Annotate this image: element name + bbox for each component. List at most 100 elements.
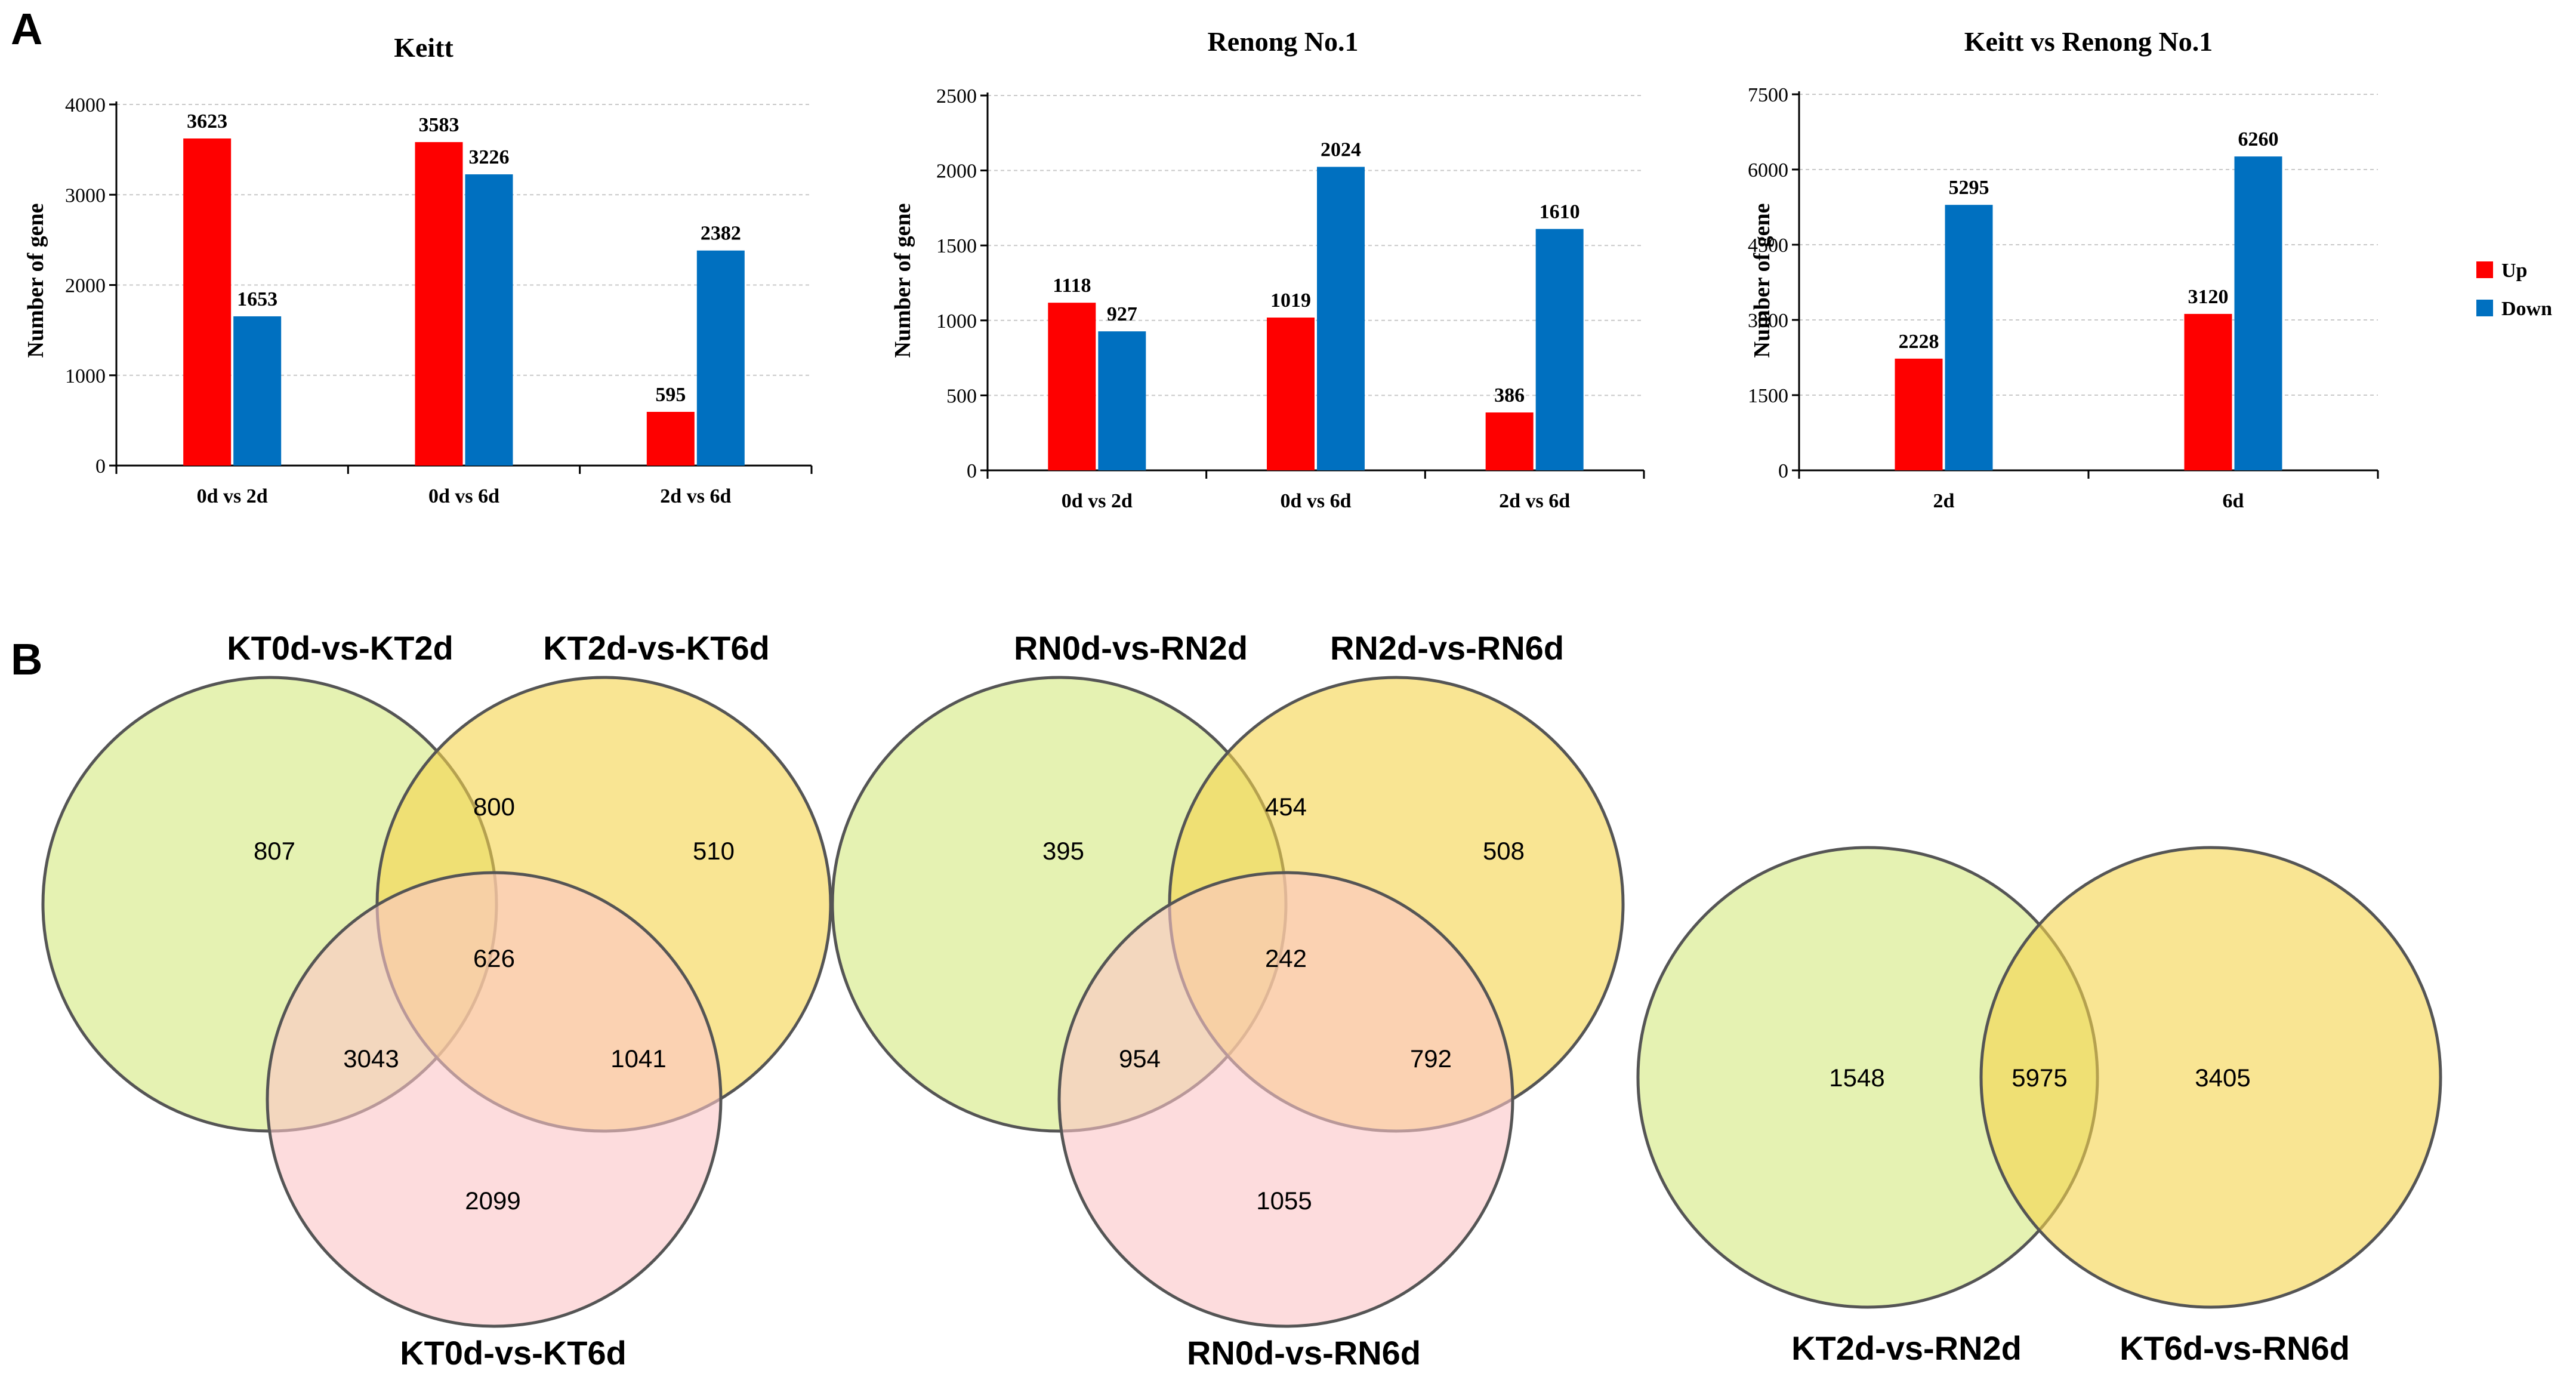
x-tick-label: 2d xyxy=(1933,490,1955,512)
venn-set-label: KT2d-vs-KT6d xyxy=(543,629,770,667)
bar-down xyxy=(1535,229,1584,470)
bar-down xyxy=(233,316,282,466)
x-tick-label: 0d vs 2d xyxy=(197,485,268,507)
bar-value-label: 2024 xyxy=(1321,139,1361,161)
y-axis-label: Number of gene xyxy=(23,204,48,358)
y-tick-label: 2000 xyxy=(936,161,977,183)
y-tick-label: 1500 xyxy=(1748,385,1788,407)
venn-count-b-only: 508 xyxy=(1483,837,1525,865)
panel-label-b: B xyxy=(11,634,42,684)
y-tick-label: 4500 xyxy=(1748,235,1788,257)
venn-count-ac: 954 xyxy=(1119,1045,1161,1073)
bar-down xyxy=(1945,205,1993,470)
y-tick-label: 500 xyxy=(946,385,977,407)
bar-chart-renong: 0 500 1000 1500 2000 2500 1118 927 0d vs 2d 1019 2… xyxy=(890,26,1645,512)
venn-count-bc: 792 xyxy=(1410,1045,1452,1073)
bar-up xyxy=(1048,303,1096,470)
y-tick-label: 0 xyxy=(95,455,106,478)
venn-count-ab: 5975 xyxy=(2012,1064,2067,1092)
x-tick-label: 2d vs 6d xyxy=(660,485,731,507)
venn-count-abc: 242 xyxy=(1265,944,1307,972)
bar-value-label: 927 xyxy=(1107,303,1137,325)
x-tick-label: 6d xyxy=(2223,490,2244,512)
bar-value-label: 1019 xyxy=(1270,289,1311,312)
x-tick-label: 0d vs 6d xyxy=(428,485,499,507)
bar-value-label: 2382 xyxy=(701,223,741,245)
bar-value-label: 3226 xyxy=(469,146,510,168)
bar-value-label: 3623 xyxy=(187,110,227,133)
venn-diagram-kt-vs-rn: KT2d-vs-RN2d KT6d-vs-RN6d 1548 5975 3405 xyxy=(1636,846,2442,1367)
venn-count-b-only: 3405 xyxy=(2195,1064,2250,1092)
bar-down xyxy=(1098,331,1146,470)
y-tick-label: 2000 xyxy=(65,275,106,297)
venn-circle-rn0d-vs-rn6d xyxy=(1057,871,1514,1328)
y-tick-label: 1000 xyxy=(936,310,977,332)
legend-label-up: Up xyxy=(2501,260,2527,282)
chart-title: Keitt xyxy=(394,32,454,63)
y-tick-label: 1000 xyxy=(65,365,106,387)
venn-circle-kt0d-vs-kt6d xyxy=(266,871,723,1328)
venn-diagram-rn: RN0d-vs-RN2d RN2d-vs-RN6d RN0d-vs-RN6d 3… xyxy=(831,629,1625,1372)
venn-set-label: KT0d-vs-KT6d xyxy=(400,1334,627,1372)
bar-up xyxy=(1485,412,1534,470)
bar-value-label: 2228 xyxy=(1899,331,1939,353)
panel-label-a: A xyxy=(11,4,42,54)
legend-swatch-up xyxy=(2476,261,2493,278)
bar-chart-keitt: 0 1000 2000 3000 4000 3623 1653 0d vs 2d 3583 322… xyxy=(23,32,813,507)
venn-count-a-only: 395 xyxy=(1042,837,1084,865)
bar-value-label: 5295 xyxy=(1949,177,1989,199)
bar-down xyxy=(465,174,513,466)
bar-chart-keitt-vs-renong: 0 1500 3000 4500 6000 7500 2228 5295 2d 3120 6260 6… xyxy=(1748,26,2379,512)
y-tick-label: 3000 xyxy=(1748,310,1788,332)
venn-count-c-only: 1055 xyxy=(1256,1187,1312,1215)
bar-up xyxy=(1895,358,1943,470)
venn-count-ac: 3043 xyxy=(343,1045,399,1073)
bar-down xyxy=(1317,167,1365,470)
x-tick-label: 2d vs 6d xyxy=(1499,490,1570,512)
venn-count-b-only: 510 xyxy=(693,837,735,865)
bar-up xyxy=(183,138,232,466)
bar-value-label: 595 xyxy=(655,384,686,406)
bar-up xyxy=(2184,313,2232,470)
bar-down xyxy=(2234,156,2282,470)
venn-diagram-kt: KT0d-vs-KT2d KT2d-vs-KT6d KT0d-vs-KT6d 8… xyxy=(41,629,832,1372)
y-tick-label: 2500 xyxy=(936,85,977,107)
bar-up xyxy=(646,412,695,466)
venn-set-label: RN2d-vs-RN6d xyxy=(1330,629,1564,667)
y-axis-label: Number of gene xyxy=(1750,204,1775,358)
y-tick-label: 3000 xyxy=(65,184,106,207)
bar-value-label: 1118 xyxy=(1053,275,1091,297)
venn-count-c-only: 2099 xyxy=(465,1187,520,1215)
bar-down xyxy=(696,250,745,466)
bar-value-label: 1610 xyxy=(1540,201,1580,223)
venn-set-label: RN0d-vs-RN2d xyxy=(1014,629,1248,667)
bar-value-label: 1653 xyxy=(237,288,277,310)
legend-label-down: Down xyxy=(2501,298,2552,320)
venn-count-bc: 1041 xyxy=(610,1045,666,1073)
chart-title: Renong No.1 xyxy=(1207,26,1358,57)
venn-count-ab: 800 xyxy=(473,793,515,821)
venn-set-label: KT6d-vs-RN6d xyxy=(2120,1329,2350,1367)
y-tick-label: 7500 xyxy=(1748,84,1788,106)
y-tick-label: 4000 xyxy=(65,94,106,116)
venn-count-a-only: 807 xyxy=(254,837,295,865)
x-tick-label: 0d vs 2d xyxy=(1062,490,1133,512)
chart-title: Keitt vs Renong No.1 xyxy=(1964,26,2213,57)
y-tick-label: 0 xyxy=(1778,460,1788,482)
venn-set-label: KT2d-vs-RN2d xyxy=(1791,1329,2022,1367)
bar-up xyxy=(1267,318,1315,470)
bar-value-label: 3120 xyxy=(2188,286,2229,308)
legend: Up Down xyxy=(2476,260,2552,320)
bar-value-label: 6260 xyxy=(2238,128,2279,150)
venn-set-label: KT0d-vs-KT2d xyxy=(227,629,454,667)
y-tick-label: 0 xyxy=(967,460,977,482)
venn-count-ab: 454 xyxy=(1265,793,1307,821)
y-tick-label: 1500 xyxy=(936,235,977,257)
bar-value-label: 386 xyxy=(1494,384,1525,406)
venn-count-abc: 626 xyxy=(473,944,515,972)
x-tick-label: 0d vs 6d xyxy=(1280,490,1351,512)
venn-count-a-only: 1548 xyxy=(1829,1064,1884,1092)
venn-circle-kt6d-vs-rn6d xyxy=(1979,846,2442,1309)
y-axis-label: Number of gene xyxy=(890,204,915,358)
